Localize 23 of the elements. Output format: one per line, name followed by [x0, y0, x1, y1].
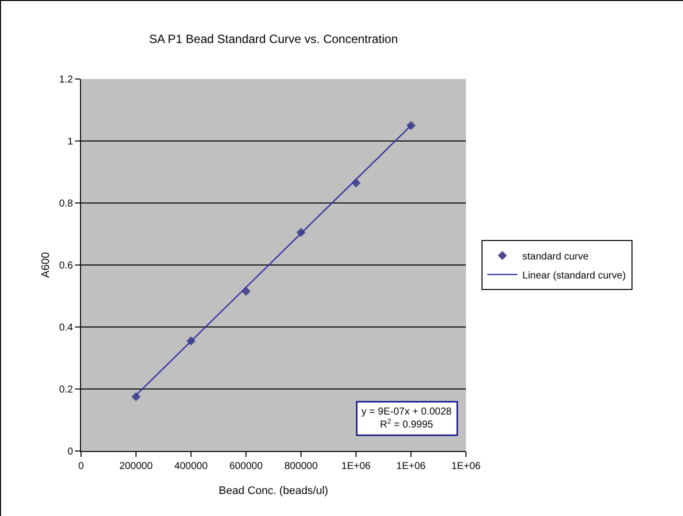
x-tick-label: 400000: [174, 461, 208, 472]
point: [406, 120, 416, 130]
x-tick-label: 1E+06: [341, 461, 372, 472]
x-axis-title: Bead Conc. (beads/ul): [218, 485, 328, 497]
y-tick-label: 1: [67, 136, 74, 148]
x-tick-label: 1E+06: [451, 461, 482, 472]
point: [131, 392, 141, 402]
x-tick-label: 0: [78, 461, 84, 472]
y-tick-label: 0.4: [59, 322, 74, 334]
legend-label: Linear (standard curve): [522, 270, 626, 282]
y-tick-label: 1.2: [59, 74, 74, 86]
y-tick-label: 0.8: [59, 198, 74, 210]
x-tick-label: 600000: [229, 461, 264, 472]
y-axis-title: A600: [40, 252, 52, 278]
legend-label: standard curve: [522, 251, 589, 262]
x-tick-label: 800000: [284, 461, 318, 472]
chart-title: SA P1 Bead Standard Curve vs. Concentration: [149, 32, 398, 46]
y-tick-label: 0.6: [59, 260, 74, 272]
annotation: y = 9E-07x + 0.0028 R$^{2}$ = 0.9995: [362, 406, 452, 430]
x-tick-label: 200000: [119, 461, 154, 472]
x-tick-label: 1E+06: [396, 461, 426, 472]
y-tick-label: 0.2: [59, 384, 74, 396]
y-tick-label: 0: [67, 446, 74, 458]
